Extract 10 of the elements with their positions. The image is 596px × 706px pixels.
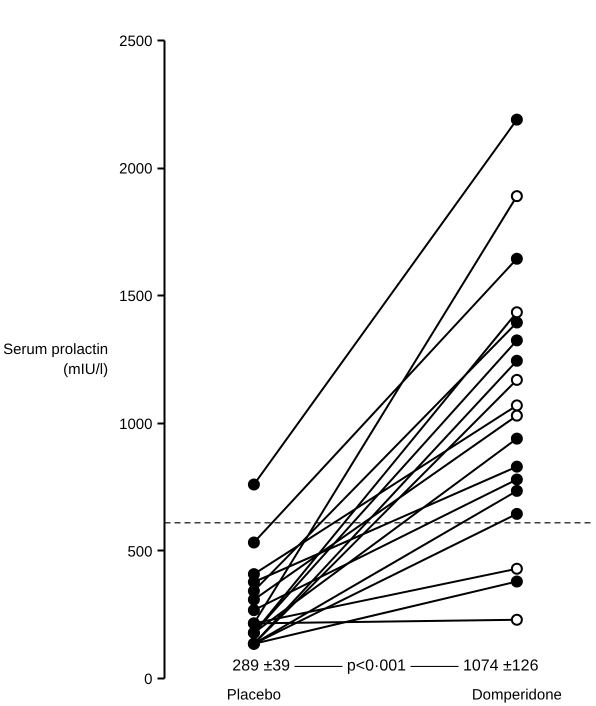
x-tick-label: Placebo: [226, 686, 282, 704]
annotation: 289 ±39 ——— p<0·001 ——— 1074 ±126: [232, 658, 539, 675]
y-tick-label: 0: [144, 671, 152, 688]
y-tick-label: 1000: [119, 416, 153, 433]
y-tick-label: 1500: [119, 288, 153, 306]
x-tick-label: Domperidone: [472, 686, 562, 704]
y-tick-label: 2500: [119, 33, 153, 50]
y-tick-label: 500: [127, 543, 153, 560]
y-axis-title: Serum prolactin (mIU/l): [3, 340, 108, 378]
y-tick-label: 2000: [119, 160, 153, 178]
